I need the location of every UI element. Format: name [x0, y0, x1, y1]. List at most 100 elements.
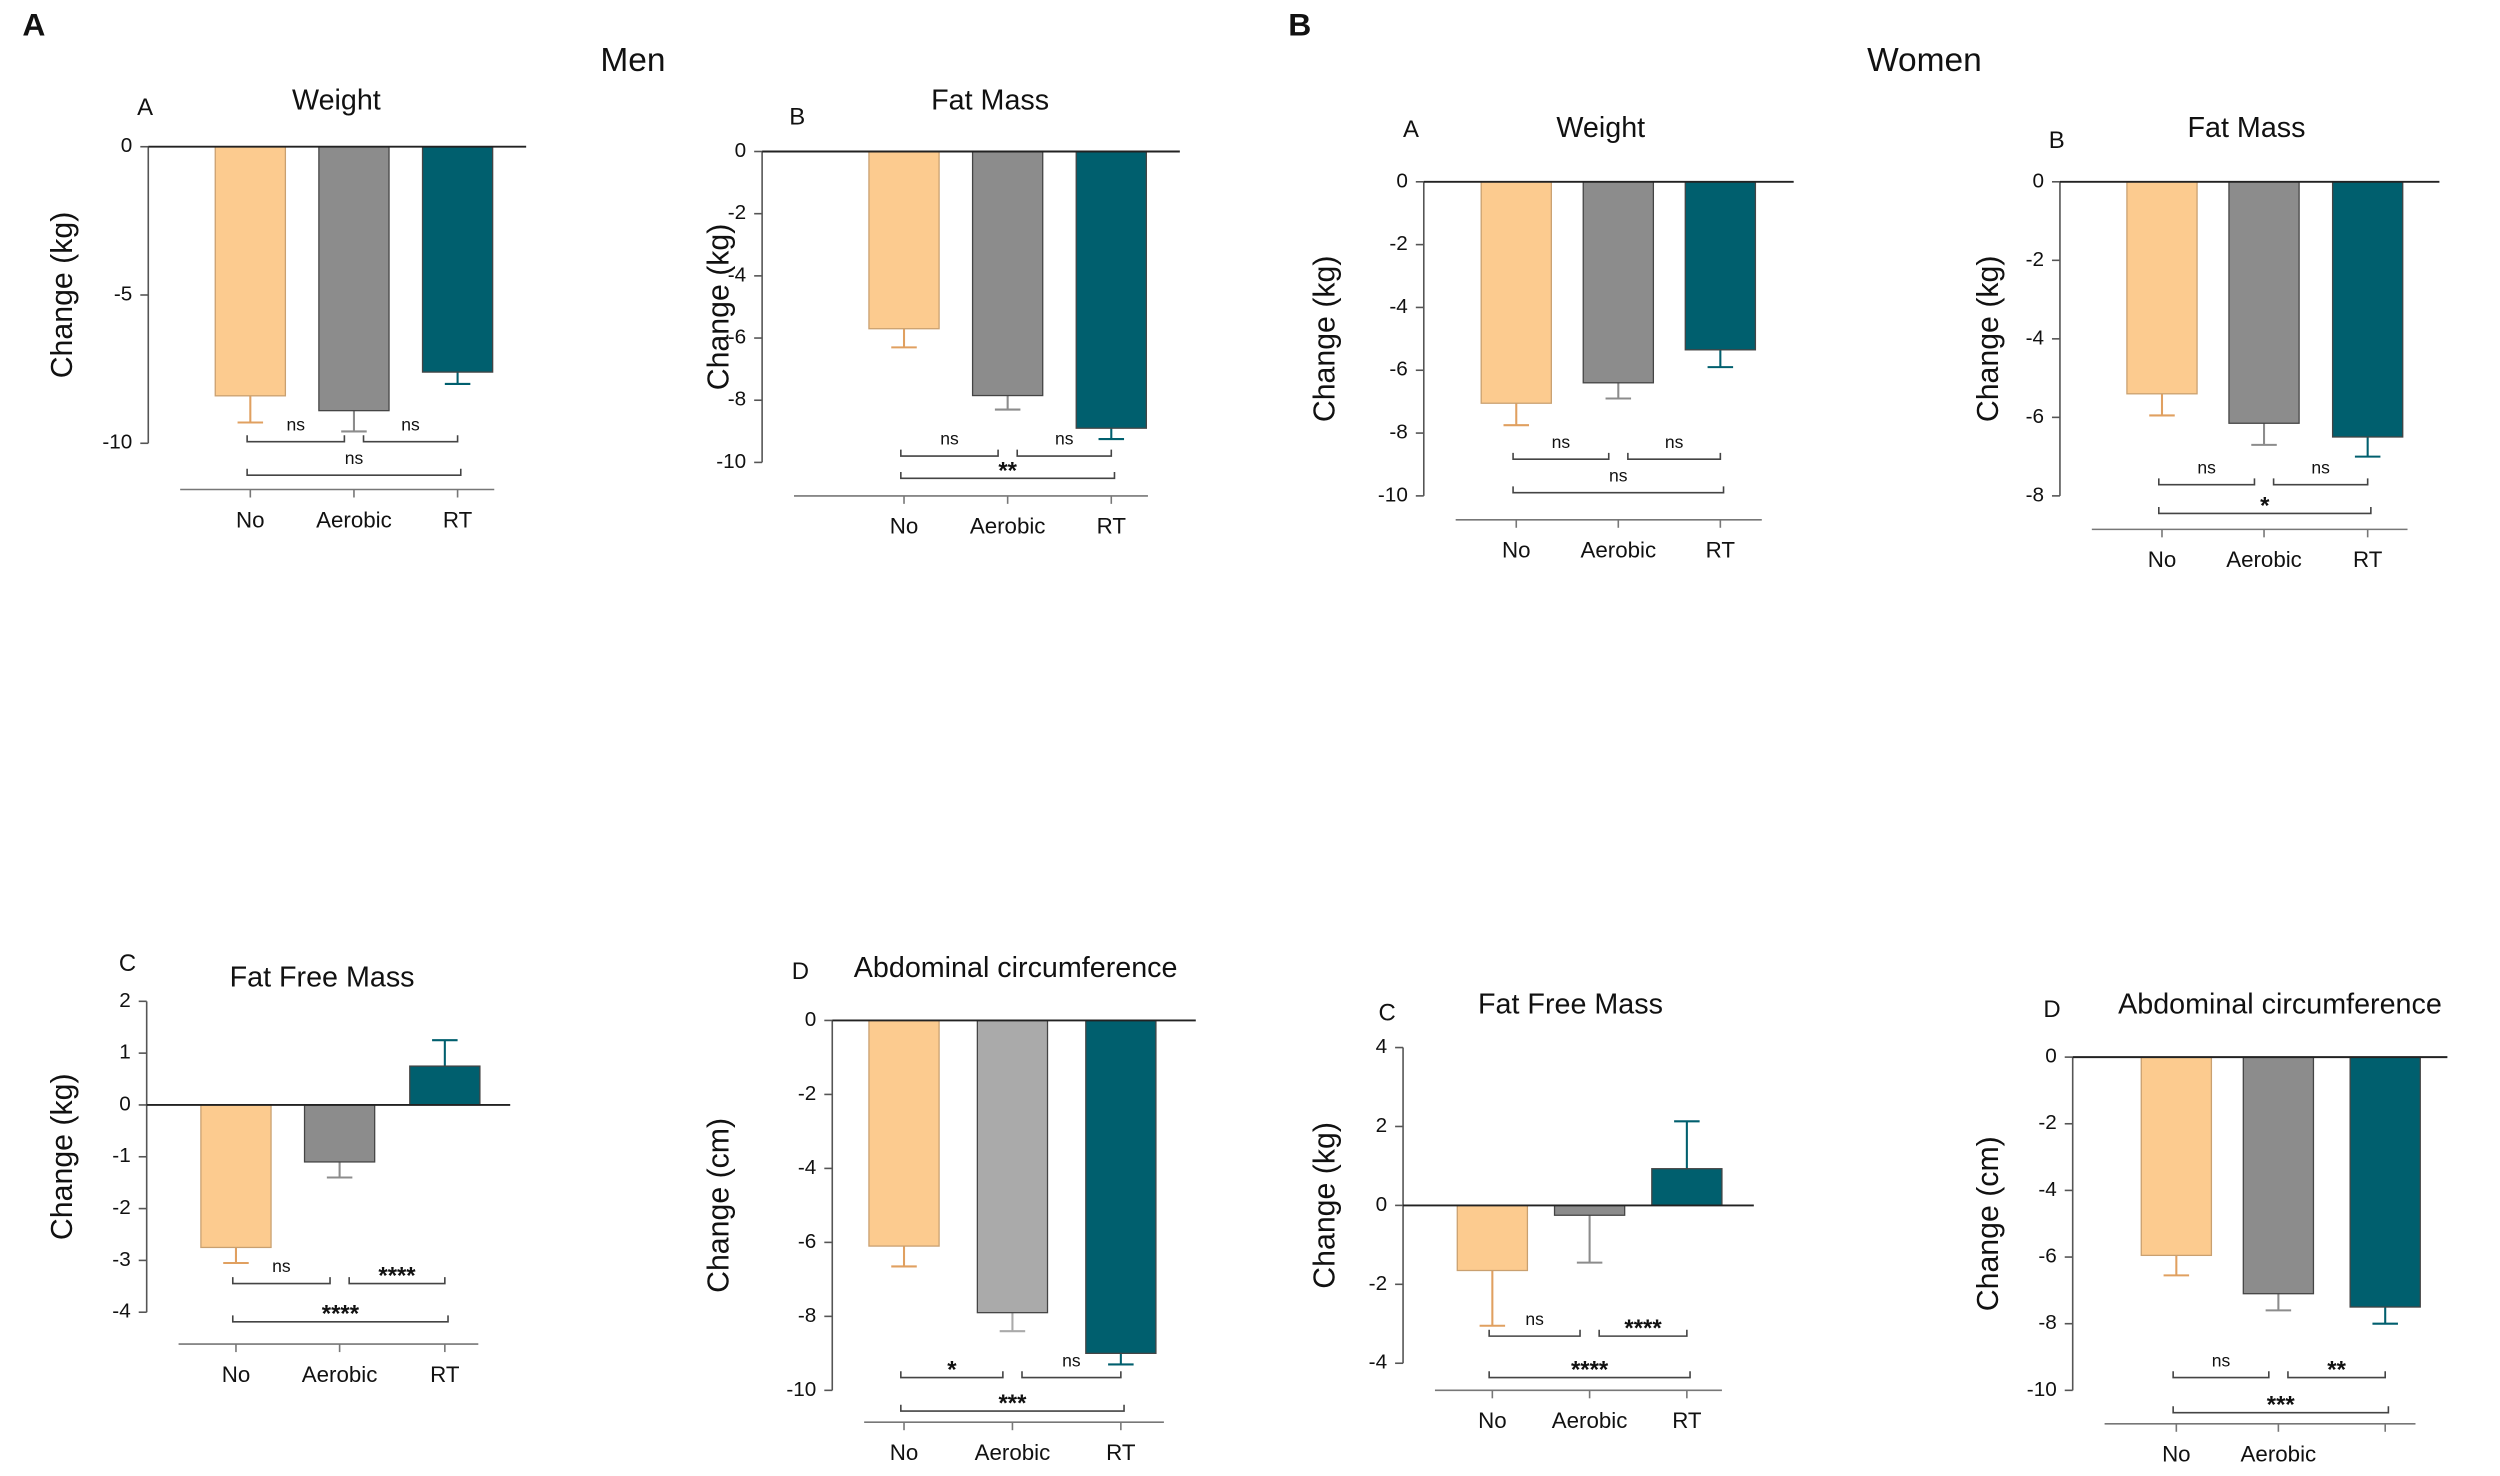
- chart-title: Fat Mass: [931, 85, 1049, 117]
- y-tick-label: -5: [114, 282, 132, 305]
- y-tick-label: -4: [798, 1156, 816, 1179]
- chart-letter: D: [792, 958, 809, 985]
- bar: [1456, 1204, 1529, 1272]
- comparison-bracket: [900, 1404, 1125, 1412]
- y-tick-label: -6: [2038, 1245, 2056, 1268]
- y-tick-label: -6: [2026, 405, 2044, 428]
- y-tick-label: -1: [112, 1144, 130, 1167]
- chart-title: Weight: [1556, 112, 1645, 144]
- y-tick-label: -8: [798, 1304, 816, 1327]
- y-axis-label: Change (kg): [46, 1073, 79, 1240]
- chart-title: Abdominal circumference: [2118, 989, 2442, 1021]
- comparison-label: ****: [1624, 1315, 1662, 1342]
- comparison-bracket: [231, 1315, 449, 1323]
- comparison-label: ns: [940, 429, 959, 449]
- bar: [868, 150, 940, 330]
- comparison-label: **: [2327, 1357, 2346, 1384]
- y-tick-label: -3: [112, 1248, 130, 1271]
- x-tick-label: RT: [1106, 1440, 1136, 1465]
- y-tick-label: -8: [2038, 1311, 2056, 1334]
- y-tick-label: -2: [112, 1196, 130, 1219]
- x-tick-label: Aerobic: [2226, 547, 2302, 572]
- y-axis-label: Change (kg): [46, 212, 79, 379]
- comparison-bracket: [1598, 1329, 1688, 1337]
- x-tick-label: Aerobic: [970, 514, 1046, 539]
- comparison-label: ns: [272, 1256, 291, 1276]
- comparison-bracket: [246, 468, 462, 476]
- comparison-bracket: [1488, 1371, 1691, 1379]
- y-axis-label: Change (kg): [1972, 256, 2005, 423]
- chart-title: Fat Free Mass: [1478, 989, 1663, 1021]
- comparison-bracket: [1021, 1371, 1122, 1379]
- comparison-label: ns: [345, 448, 364, 468]
- y-tick-label: 0: [119, 1092, 131, 1115]
- comparison-label: ****: [378, 1262, 416, 1289]
- x-tick-label: RT: [1706, 538, 1736, 563]
- comparison-label: ns: [1062, 1350, 1081, 1370]
- bar: [971, 150, 1044, 397]
- comparison-label: *: [947, 1357, 957, 1384]
- y-tick-label: 0: [2045, 1045, 2057, 1068]
- y-tick-label: -10: [2027, 1378, 2057, 1401]
- x-tick-label: Aerobic: [316, 507, 392, 532]
- bar: [1085, 1019, 1157, 1354]
- comparison-label: *: [2260, 492, 2270, 519]
- comparison-label: ns: [1552, 432, 1571, 452]
- comparison-bracket: [2172, 1406, 2390, 1414]
- bar: [200, 1104, 272, 1249]
- comparison-label: **: [998, 457, 1017, 484]
- y-tick-label: -6: [1389, 358, 1407, 381]
- y-tick-label: -2: [2026, 248, 2044, 271]
- comparison-bracket: [900, 449, 999, 457]
- x-tick-label: Aerobic: [2241, 1442, 2317, 1467]
- comparison-label: ns: [1055, 429, 1074, 449]
- comparison-label: ns: [1525, 1309, 1544, 1329]
- comparison-bracket: [2172, 1371, 2270, 1379]
- comparison-label: ns: [2197, 457, 2216, 477]
- y-tick-label: -2: [2038, 1111, 2056, 1134]
- bar: [1553, 1204, 1626, 1216]
- chart-title: Fat Free Mass: [230, 962, 415, 994]
- comparison-bracket: [362, 435, 459, 443]
- y-tick-label: -2: [1369, 1272, 1387, 1295]
- chart-letter: C: [119, 950, 136, 977]
- y-tick-label: -4: [2038, 1178, 2056, 1201]
- comparison-label: ns: [401, 414, 420, 434]
- comparison-label: ***: [998, 1390, 1027, 1417]
- y-tick-label: -2: [728, 201, 746, 224]
- comparison-bracket: [900, 471, 1116, 480]
- y-tick-label: 0: [2032, 169, 2044, 192]
- bar: [1684, 181, 1757, 351]
- y-tick-label: -8: [728, 388, 746, 411]
- x-tick-label: No: [222, 1362, 251, 1387]
- comparison-label: ****: [1571, 1357, 1609, 1384]
- y-tick-label: -4: [1389, 295, 1407, 318]
- comparison-label: ns: [2311, 457, 2330, 477]
- bar: [421, 146, 494, 373]
- bar: [1075, 150, 1148, 429]
- bar: [1651, 1168, 1723, 1207]
- x-tick-label: No: [1478, 1408, 1507, 1433]
- x-tick-label: No: [2148, 547, 2177, 572]
- x-tick-label: No: [890, 514, 919, 539]
- bar: [409, 1065, 481, 1106]
- y-tick-label: 0: [735, 139, 747, 162]
- y-tick-label: -6: [798, 1230, 816, 1253]
- y-tick-label: -8: [2026, 483, 2044, 506]
- bar: [2349, 1056, 2421, 1308]
- y-tick-label: -4: [112, 1300, 130, 1323]
- chart-letter: A: [137, 94, 153, 121]
- y-tick-label: -10: [1378, 483, 1408, 506]
- x-tick-label: RT: [430, 1362, 460, 1387]
- bar: [2140, 1056, 2213, 1257]
- bar: [2242, 1056, 2315, 1295]
- y-tick-label: 0: [1396, 169, 1408, 192]
- comparison-bracket: [246, 435, 346, 443]
- y-tick-label: 0: [121, 134, 133, 157]
- comparison-label: ****: [322, 1301, 360, 1328]
- y-tick-label: 0: [805, 1008, 817, 1031]
- comparison-bracket: [1627, 452, 1722, 461]
- comparison-label: ns: [1665, 432, 1684, 452]
- y-tick-label: -4: [728, 263, 746, 286]
